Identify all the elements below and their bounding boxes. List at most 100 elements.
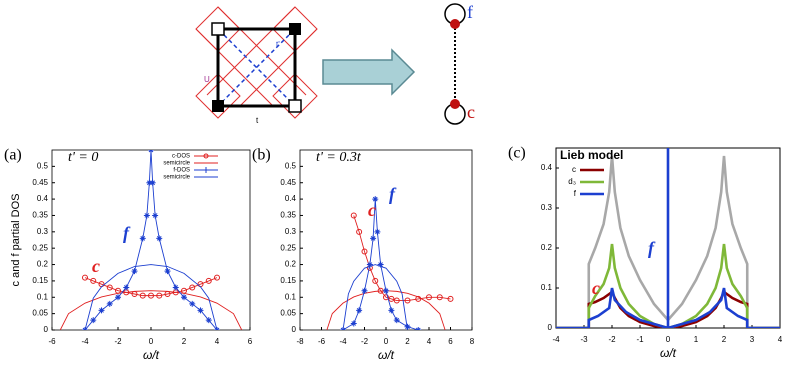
y-tick-label: 0.3 xyxy=(541,203,553,212)
y-tick-label: 0.3 xyxy=(285,227,297,236)
x-tick-label: 4 xyxy=(427,337,432,346)
point xyxy=(106,284,113,291)
point xyxy=(189,284,196,291)
annotation: c xyxy=(92,256,100,276)
point xyxy=(181,294,187,301)
point xyxy=(156,292,163,299)
x-tick-label: -6 xyxy=(318,337,326,346)
y-tick-label: 0.25 xyxy=(32,243,48,252)
legend-label: f xyxy=(574,189,577,198)
y-tick-label: 0.5 xyxy=(37,161,49,170)
y-tick-label: 0.05 xyxy=(32,309,48,318)
point xyxy=(356,228,363,235)
point xyxy=(197,307,204,314)
point xyxy=(143,212,150,219)
point xyxy=(106,300,113,307)
x-tick-label: 2 xyxy=(722,335,727,344)
x-tick-label: 0 xyxy=(666,335,671,344)
point xyxy=(404,297,411,304)
point xyxy=(148,150,154,153)
y-tick-label: 0.4 xyxy=(541,163,553,172)
point xyxy=(350,212,357,219)
y-tick-label: 0.45 xyxy=(32,178,48,187)
y-tick-label: 0.35 xyxy=(32,211,48,220)
plot-frame xyxy=(51,149,251,331)
chart-title: Lieb model xyxy=(560,148,623,162)
label-t: t xyxy=(256,116,259,125)
x-tick-label: 2 xyxy=(182,337,187,346)
y-tick-label: 0.2 xyxy=(37,260,49,269)
point xyxy=(377,261,384,268)
point xyxy=(372,196,379,203)
point xyxy=(205,317,212,324)
point xyxy=(90,317,97,324)
point xyxy=(156,235,163,242)
plot-area xyxy=(59,150,243,330)
y-tick-label: 0.25 xyxy=(280,243,296,252)
point xyxy=(152,212,159,219)
x-tick-label: -4 xyxy=(339,337,347,346)
x-tick-label: 4 xyxy=(778,335,783,344)
legend-marker xyxy=(203,167,209,173)
series-line xyxy=(556,243,780,328)
y-tick-label: 0.4 xyxy=(285,194,297,203)
point xyxy=(98,307,105,314)
series-line xyxy=(556,290,780,328)
x-axis-label: ω/t xyxy=(143,348,160,362)
point xyxy=(350,320,357,327)
legend-marker xyxy=(203,153,209,159)
x-tick-label: 4 xyxy=(215,337,220,346)
y-tick-label: 0 xyxy=(44,325,49,334)
point xyxy=(90,277,97,284)
y-tick-label: 0.5 xyxy=(285,161,297,170)
point xyxy=(383,294,389,301)
point xyxy=(388,307,395,314)
panel-label: (b) xyxy=(252,147,271,164)
y-tick-label: 0.1 xyxy=(37,292,49,301)
y-tick-label: 0 xyxy=(292,325,297,334)
panel-label: (a) xyxy=(4,147,22,164)
x-tick-label: -2 xyxy=(608,335,616,344)
series-line xyxy=(342,199,419,330)
point xyxy=(131,268,138,275)
x-tick-label: 6 xyxy=(448,337,453,346)
y-tick-label: 0.05 xyxy=(280,309,296,318)
x-tick-label: -6 xyxy=(48,337,56,346)
x-tick-label: -3 xyxy=(580,335,588,344)
y-tick-label: 0.2 xyxy=(541,243,553,252)
point xyxy=(146,179,153,186)
y-tick-label: 0.1 xyxy=(541,283,553,292)
point xyxy=(148,292,154,299)
series-line xyxy=(342,264,408,330)
y-axis-label: c and f partial DOS xyxy=(10,194,22,287)
y-tick-label: 0.45 xyxy=(280,178,296,187)
label-f: f xyxy=(467,2,473,22)
point xyxy=(370,235,377,242)
series-line xyxy=(84,150,218,330)
point xyxy=(115,294,121,301)
x-tick-label: -2 xyxy=(114,337,122,346)
annotation: c xyxy=(592,278,600,298)
legend-label: c xyxy=(572,165,576,174)
label-c: c xyxy=(467,102,475,122)
dimer-diagram: f c xyxy=(444,2,475,125)
x-tick-label: -2 xyxy=(361,337,369,346)
x-tick-label: -1 xyxy=(636,335,644,344)
x-tick-label: 2 xyxy=(405,337,410,346)
point xyxy=(149,179,156,186)
plot-frame xyxy=(299,149,473,331)
point xyxy=(356,307,363,314)
annotation: f xyxy=(123,223,131,243)
point xyxy=(366,261,373,268)
y-tick-label: 0.4 xyxy=(37,194,49,203)
point xyxy=(374,228,381,235)
point xyxy=(123,284,130,291)
label-u: U xyxy=(204,75,210,84)
point xyxy=(372,277,379,284)
point xyxy=(393,317,400,324)
x-tick-label: 3 xyxy=(750,335,755,344)
x-tick-label: -8 xyxy=(296,337,304,346)
point xyxy=(361,248,368,255)
legend-label: semicircle xyxy=(163,161,190,167)
